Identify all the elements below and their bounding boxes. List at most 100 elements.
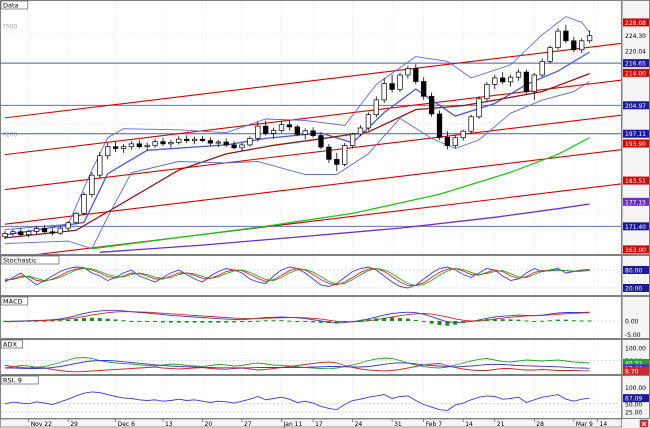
histogram-bar — [145, 321, 150, 322]
candle — [397, 72, 403, 92]
histogram-bar — [390, 317, 395, 321]
candle — [26, 229, 32, 238]
histogram-bar — [121, 320, 126, 322]
candle-body — [207, 140, 214, 144]
plot-content: 7500 7200 — [1, 16, 621, 254]
scale-label: 100.00 — [625, 346, 646, 353]
series-line-di — [4, 357, 590, 370]
histogram-bar — [192, 321, 197, 323]
candle — [81, 191, 87, 216]
candle — [579, 38, 585, 53]
histogram-bar — [366, 319, 371, 321]
candle — [144, 142, 150, 152]
histogram-bar — [579, 320, 584, 322]
indicator-line-ma-longest — [99, 203, 590, 253]
scale-label: 50.00 — [625, 401, 642, 408]
candle — [436, 110, 443, 140]
candle-body — [73, 213, 79, 224]
scale-label-box — [623, 59, 649, 68]
candle — [515, 69, 522, 81]
panel-title: MACD — [3, 298, 22, 306]
candle-body — [579, 40, 585, 51]
candle-body — [18, 231, 24, 235]
x-axis-label: 21 — [497, 421, 505, 428]
channel-line — [4, 114, 621, 191]
candle — [176, 136, 182, 145]
scale-label: 20.00 — [623, 284, 649, 293]
histogram-bar — [26, 320, 31, 322]
candle — [49, 228, 56, 236]
x-axis-label: Jan 11 — [283, 421, 303, 428]
candle — [207, 137, 214, 146]
series-line-rsi — [4, 391, 590, 411]
price-annotation: 7200 — [2, 132, 17, 139]
candle — [97, 152, 103, 179]
histogram-bar — [484, 319, 489, 321]
candle — [294, 124, 300, 137]
series-line-d — [4, 267, 590, 287]
histogram-bar — [398, 318, 402, 321]
panel-title-box — [0, 255, 60, 265]
scale-label-text: 224.30 — [625, 33, 646, 40]
candle — [120, 144, 127, 153]
candle — [199, 135, 206, 143]
candle — [468, 114, 474, 135]
scale-label: 0.00 — [625, 319, 639, 326]
histogram-bar — [374, 318, 379, 321]
candle — [357, 125, 364, 137]
scale-label-text: -5.00 — [625, 332, 641, 339]
close-icon[interactable] — [639, 419, 649, 428]
candle-body — [492, 77, 498, 85]
candle-body — [523, 71, 530, 92]
candle — [476, 96, 482, 119]
histogram-bar — [563, 319, 568, 321]
scale-label: -5.00 — [625, 332, 641, 339]
histogram-bar — [461, 321, 466, 324]
candle-body — [349, 133, 356, 146]
panel-title-box — [0, 296, 29, 306]
scale-label: 163.00 — [623, 245, 649, 254]
candle — [65, 221, 71, 231]
candle-body — [421, 81, 427, 97]
histogram-bar — [200, 321, 205, 323]
price-annotation: 7500 — [2, 24, 17, 31]
candle — [105, 143, 111, 160]
candle-body — [444, 136, 451, 146]
candle-body — [176, 138, 182, 143]
panel-title-box — [0, 339, 23, 349]
candle — [278, 121, 285, 133]
candle-body — [270, 130, 277, 134]
histogram-bar — [311, 321, 316, 323]
scale-label-box — [623, 18, 649, 27]
scale-label-text: 50.00 — [625, 401, 642, 408]
candle-body — [152, 141, 158, 146]
x-axis-label: 14 — [465, 421, 473, 428]
candle-body — [199, 138, 206, 141]
candle — [112, 142, 119, 153]
series-line-adx — [5, 360, 590, 369]
scale-label: 204.97 — [623, 101, 649, 110]
x-axis-label: 20 — [205, 421, 213, 428]
candle-body — [239, 144, 245, 149]
candle-body — [413, 68, 419, 82]
candle-body — [105, 146, 111, 157]
channel-line — [36, 183, 621, 254]
x-axis-label: 13 — [165, 421, 173, 428]
candle-body — [405, 68, 411, 76]
candle — [381, 78, 387, 104]
x-axis-label: 29 — [70, 421, 78, 428]
panel-title: Stochastic — [3, 257, 37, 265]
scale-label: 197.11 — [623, 129, 649, 138]
candle-body — [310, 130, 316, 136]
scale-label: 214.00 — [623, 68, 649, 77]
histogram-bar — [445, 321, 450, 326]
candle — [247, 136, 253, 147]
panel-stochastic: Stochastic 80.00 20.00 — [0, 255, 650, 296]
scale-label-box — [623, 284, 649, 292]
candle-body — [365, 114, 372, 129]
histogram-bar — [540, 320, 545, 322]
